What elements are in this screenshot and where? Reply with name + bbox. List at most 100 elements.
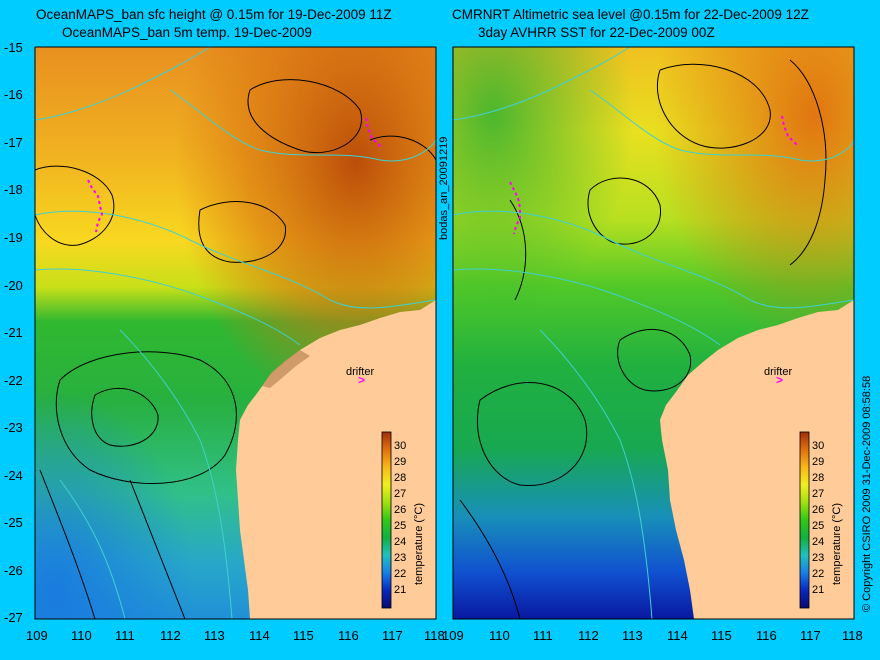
left-title-line2: OceanMAPS_ban 5m temp. 19-Dec-2009 (62, 25, 312, 40)
x-tick-label: 112 (578, 628, 599, 643)
left-colorbar: 30 29 28 27 26 25 24 23 22 21 temperatur… (381, 431, 425, 609)
y-tick-label: -19 (4, 230, 23, 245)
y-tick-label: -16 (4, 87, 23, 102)
left-ssh-contour (35, 165, 115, 246)
colorbar-tick: 21 (812, 584, 824, 596)
right-ssh-contour (656, 63, 771, 149)
colorbar-tick: 22 (812, 568, 824, 580)
colorbar-tick: 28 (812, 472, 824, 484)
left-map-panel: drifter > (35, 47, 436, 619)
right-ssh-contour (459, 499, 521, 619)
colorbar-tick: 24 (812, 536, 824, 548)
colorbar-tick: 23 (812, 552, 824, 564)
right-drifter-marker: > (776, 373, 783, 387)
colorbar-tick: 30 (394, 440, 406, 452)
left-panel-frame (34, 46, 437, 620)
left-drifter-track-east (365, 117, 383, 149)
left-ssh-contour (129, 479, 186, 619)
left-bathy-contour (35, 268, 301, 346)
copyright-label: © Copyright CSIRO 2009 31-Dec-2009 08:58… (861, 376, 873, 612)
x-tick-label: 109 (26, 628, 48, 643)
right-drifter-label: drifter (764, 366, 792, 378)
x-tick-label: 110 (489, 628, 510, 643)
right-drifter-track-east (781, 115, 799, 147)
x-tick-label: 114 (249, 628, 270, 643)
right-ssh-contour (789, 59, 827, 266)
left-ssh-contour (91, 387, 159, 447)
right-ssh-contour (509, 199, 527, 301)
right-ssh-contour (476, 382, 588, 487)
y-tick-label: -15 (4, 40, 23, 55)
y-tick-label: -23 (4, 420, 23, 435)
colorbar-tick: 21 (394, 584, 406, 596)
run-id-label: bodas_an_20091219 (438, 137, 450, 240)
x-tick-label: 116 (338, 628, 359, 643)
y-tick-label: -20 (4, 278, 23, 293)
colorbar-tick: 26 (394, 504, 406, 516)
left-bathy-contour (35, 47, 211, 121)
x-tick-label: 109 (442, 628, 464, 643)
colorbar-label: temperature (°C) (413, 503, 425, 585)
colorbar-tick: 30 (812, 440, 824, 452)
left-ssh-contour (55, 351, 237, 484)
colorbar-tick: 23 (394, 552, 406, 564)
colorbar-tick: 25 (394, 520, 406, 532)
right-x-axis: 109 110 111 112 113 114 115 116 117 118 (442, 628, 863, 643)
colorbar-tick: 27 (812, 488, 824, 500)
x-tick-label: 114 (667, 628, 688, 643)
right-panel-frame (452, 46, 855, 620)
left-y-axis: -15 -16 -17 -18 -19 -20 -21 -22 -23 -24 … (4, 40, 23, 625)
x-tick-label: 118 (424, 628, 445, 643)
left-ssh-contour (198, 201, 286, 263)
colorbar-tick: 26 (812, 504, 824, 516)
x-tick-label: 113 (622, 628, 643, 643)
x-tick-label: 118 (842, 628, 863, 643)
x-tick-label: 110 (71, 628, 92, 643)
left-bathy-contour (119, 329, 233, 619)
right-bathy-contour (589, 89, 854, 162)
right-title-line2: 3day AVHRR SST for 22-Dec-2009 00Z (478, 25, 715, 40)
right-colorbar-bar (799, 431, 810, 609)
right-bathy-contour (453, 268, 721, 346)
y-tick-label: -17 (4, 135, 23, 150)
left-colorbar-bar (381, 431, 392, 609)
left-drifter-track-west (87, 179, 104, 233)
colorbar-tick: 24 (394, 536, 406, 548)
colorbar-label: temperature (°C) (831, 503, 843, 585)
x-tick-label: 112 (160, 628, 181, 643)
colorbar-tick: 27 (394, 488, 406, 500)
x-tick-label: 113 (204, 628, 225, 643)
right-ssh-contour (617, 328, 692, 392)
left-bathy-contour (35, 210, 436, 309)
left-ssh-contour (39, 469, 96, 619)
right-ssh-contour (587, 177, 661, 245)
y-tick-label: -24 (4, 468, 23, 483)
colorbar-tick: 25 (812, 520, 824, 532)
x-tick-label: 111 (533, 628, 553, 643)
x-tick-label: 115 (293, 628, 314, 643)
left-bathy-contour (169, 89, 436, 162)
x-tick-label: 111 (115, 628, 135, 643)
left-x-axis: 109 110 111 112 113 114 115 116 117 118 (26, 628, 445, 643)
right-colorbar: 30 29 28 27 26 25 24 23 22 21 temperatur… (799, 431, 843, 609)
left-coast-shelf (262, 350, 310, 388)
left-drifter-label: drifter (346, 366, 374, 378)
colorbar-tick: 28 (394, 472, 406, 484)
left-ssh-contour (369, 135, 436, 161)
x-tick-label: 117 (800, 628, 821, 643)
left-ssh-contour (247, 79, 363, 154)
y-tick-label: -26 (4, 563, 23, 578)
colorbar-tick: 29 (394, 456, 406, 468)
left-title-line1: OceanMAPS_ban sfc height @ 0.15m for 19-… (36, 7, 392, 22)
colorbar-tick: 22 (394, 568, 406, 580)
x-tick-label: 117 (382, 628, 403, 643)
right-map-panel: drifter > (453, 47, 854, 619)
right-bathy-contour (539, 329, 653, 619)
y-tick-label: -27 (4, 610, 23, 625)
right-drifter-track-west (509, 181, 521, 235)
x-tick-label: 116 (756, 628, 777, 643)
y-tick-label: -18 (4, 182, 23, 197)
right-bathy-contour (453, 47, 631, 121)
right-title-line1: CMRNRT Altimetric sea level @0.15m for 2… (452, 7, 809, 22)
